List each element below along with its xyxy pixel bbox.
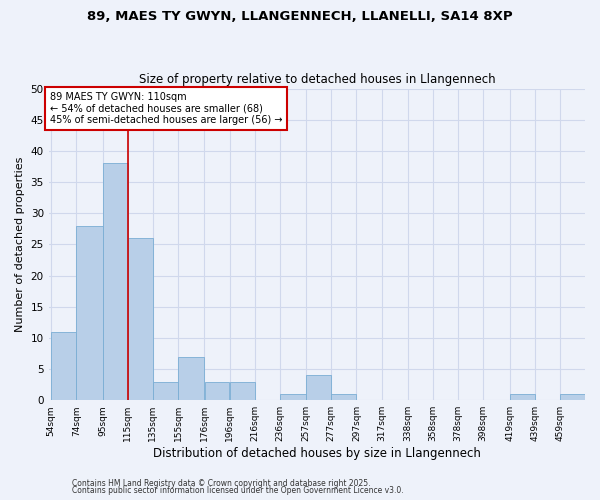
Text: Contains HM Land Registry data © Crown copyright and database right 2025.: Contains HM Land Registry data © Crown c… — [72, 478, 371, 488]
Bar — [76, 226, 103, 400]
Bar — [331, 394, 356, 400]
Bar — [560, 394, 585, 400]
Bar — [178, 356, 204, 400]
Bar — [280, 394, 306, 400]
Bar — [52, 332, 76, 400]
Title: Size of property relative to detached houses in Llangennech: Size of property relative to detached ho… — [139, 73, 495, 86]
Bar — [510, 394, 535, 400]
Text: 89, MAES TY GWYN, LLANGENNECH, LLANELLI, SA14 8XP: 89, MAES TY GWYN, LLANGENNECH, LLANELLI,… — [87, 10, 513, 23]
Text: 89 MAES TY GWYN: 110sqm
← 54% of detached houses are smaller (68)
45% of semi-de: 89 MAES TY GWYN: 110sqm ← 54% of detache… — [50, 92, 283, 125]
Bar — [128, 238, 153, 400]
Bar — [306, 376, 331, 400]
Bar — [103, 164, 128, 400]
Text: Contains public sector information licensed under the Open Government Licence v3: Contains public sector information licen… — [72, 486, 404, 495]
X-axis label: Distribution of detached houses by size in Llangennech: Distribution of detached houses by size … — [153, 447, 481, 460]
Bar — [230, 382, 254, 400]
Bar — [153, 382, 178, 400]
Bar — [205, 382, 229, 400]
Y-axis label: Number of detached properties: Number of detached properties — [15, 156, 25, 332]
